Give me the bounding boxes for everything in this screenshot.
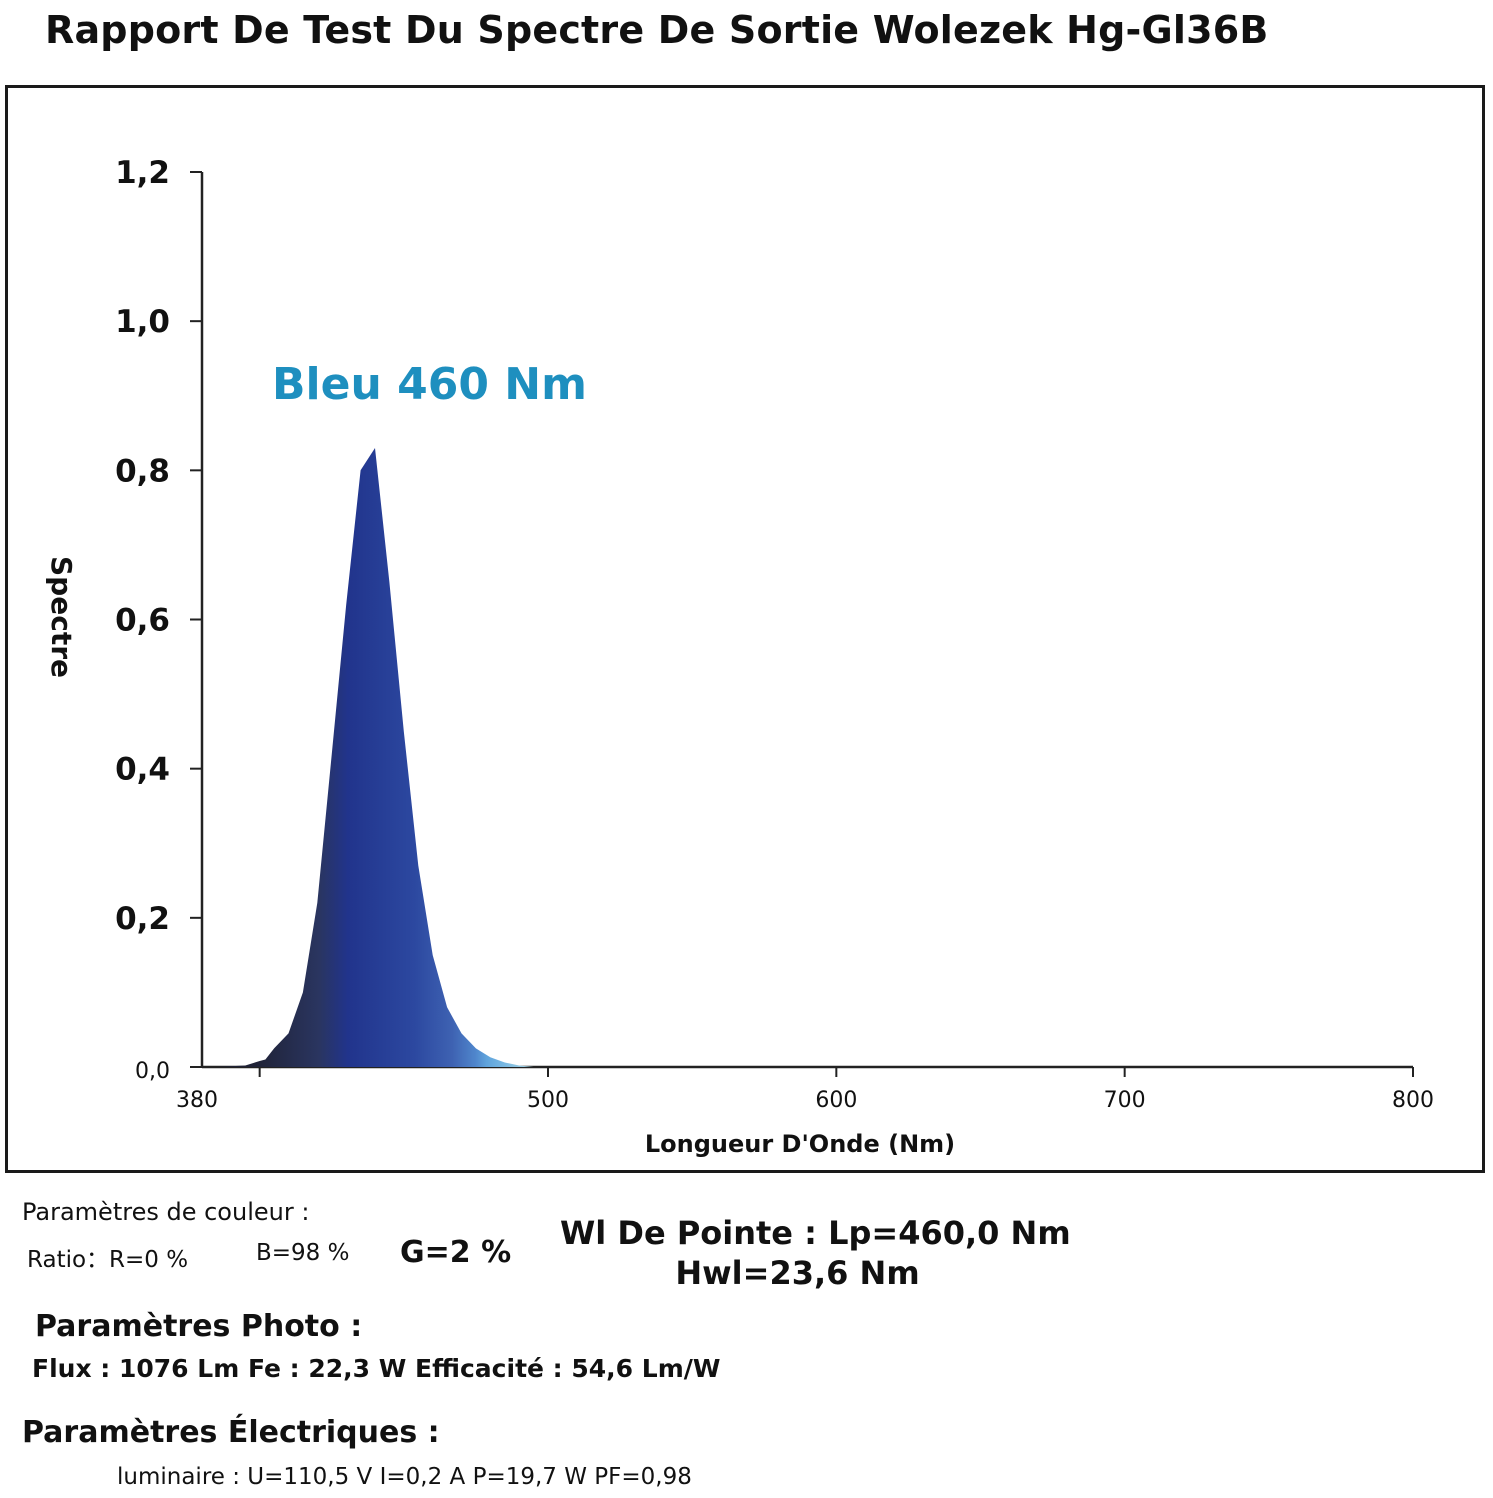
chart-frame [5, 85, 1485, 1173]
y-tick-label: 0,4 [115, 752, 170, 788]
ratio-red: Ratio：R=0 % [27, 1247, 189, 1273]
x-tick-label: 500 [527, 1088, 569, 1113]
x-tick-label: 600 [815, 1088, 857, 1113]
x-axis-label: Longueur D'Onde (Nm) [645, 1130, 955, 1158]
electrical-params-values: luminaire : U=110,5 V I=0,2 A P=19,7 W P… [117, 1464, 692, 1490]
page-title: Rapport De Test Du Spectre De Sortie Wol… [45, 8, 1269, 52]
ratio-blue: B=98 % [256, 1240, 350, 1266]
y-tick-label: 0,8 [115, 453, 170, 489]
peak-annotation: Bleu 460 Nm [272, 359, 587, 410]
x-tick-label: 700 [1104, 1088, 1146, 1113]
y-tick-label: 0,6 [115, 603, 170, 639]
x-tick-label: 800 [1392, 1088, 1434, 1113]
spectrum-chart: 0,0 0,2 0,4 0,6 0,8 1,0 1,2 380 500 600 700 800 Long… [45, 155, 1434, 1158]
photo-params-heading: Paramètres Photo : [35, 1309, 363, 1344]
color-params-heading: Paramètres de couleur : [22, 1198, 310, 1226]
y-axis-label: Spectre [45, 556, 78, 678]
y-tick-label: 1,2 [115, 155, 170, 191]
half-width: Hwl=23,6 Nm [675, 1254, 920, 1292]
peak-wavelength: Wl De Pointe : Lp=460,0 Nm [560, 1214, 1071, 1252]
x-tick-label: 380 [176, 1088, 218, 1113]
y-tick-label: 1,0 [115, 304, 170, 340]
y-tick-label: 0,2 [115, 901, 170, 937]
y-tick-label: 0,0 [135, 1059, 170, 1084]
photo-params-values: Flux : 1076 Lm Fe : 22,3 W Efficacité : … [32, 1354, 721, 1383]
spectrum-area [216, 448, 548, 1067]
ratio-green: G=2 % [400, 1235, 512, 1270]
electrical-params-heading: Paramètres Électriques : [22, 1415, 440, 1450]
